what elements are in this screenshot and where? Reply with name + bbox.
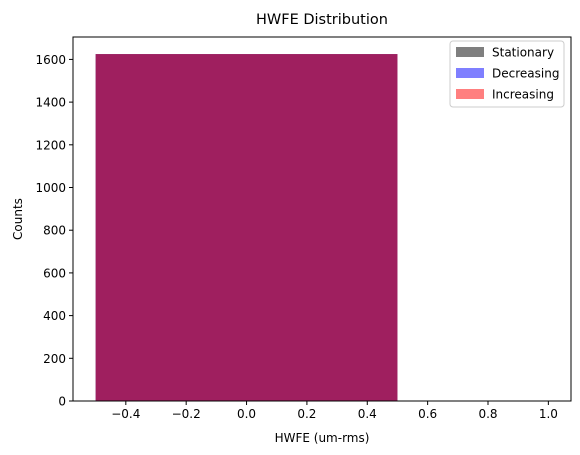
y-tick-label: 1200 [35,138,66,152]
x-tick-label: −0.2 [172,407,201,421]
y-tick-label: 1000 [35,181,66,195]
y-tick-label: 800 [43,224,66,238]
x-tick-label: 1.0 [539,407,558,421]
y-tick-label: 1600 [35,53,66,67]
y-axis-ticks: 0 200 400 600 800 1000 1200 1400 1600 [35,53,73,409]
x-tick-label: 0.6 [418,407,437,421]
y-tick-label: 0 [58,395,66,409]
x-axis-label: HWFE (um-rms) [275,431,370,445]
axes-frame [72,36,572,402]
legend-swatch-stationary [456,47,484,57]
y-tick-label: 1400 [35,96,66,110]
legend: Stationary Decreasing Increasing [449,40,565,108]
y-tick-label: 400 [43,309,66,323]
y-tick-label: 600 [43,266,66,280]
y-tick-label: 200 [43,352,66,366]
x-tick-label: 0.8 [478,407,497,421]
x-tick-label: 0.0 [237,407,256,421]
x-tick-label: −0.4 [111,407,140,421]
legend-swatch-decreasing [456,68,484,78]
bars-group [95,54,398,402]
y-axis-label: Counts [11,198,25,240]
x-tick-label: 0.4 [358,407,377,421]
legend-swatch-increasing [456,89,484,99]
legend-label-increasing: Increasing [492,88,554,102]
bar-increasing-0 [95,54,398,402]
x-tick-label: 0.2 [297,407,316,421]
chart-title: HWFE Distribution [256,12,388,28]
legend-label-stationary: Stationary [492,46,554,60]
x-axis-ticks: −0.4 −0.2 0.0 0.2 0.4 0.6 0.8 1.0 [111,401,558,421]
legend-label-decreasing: Decreasing [492,67,559,81]
